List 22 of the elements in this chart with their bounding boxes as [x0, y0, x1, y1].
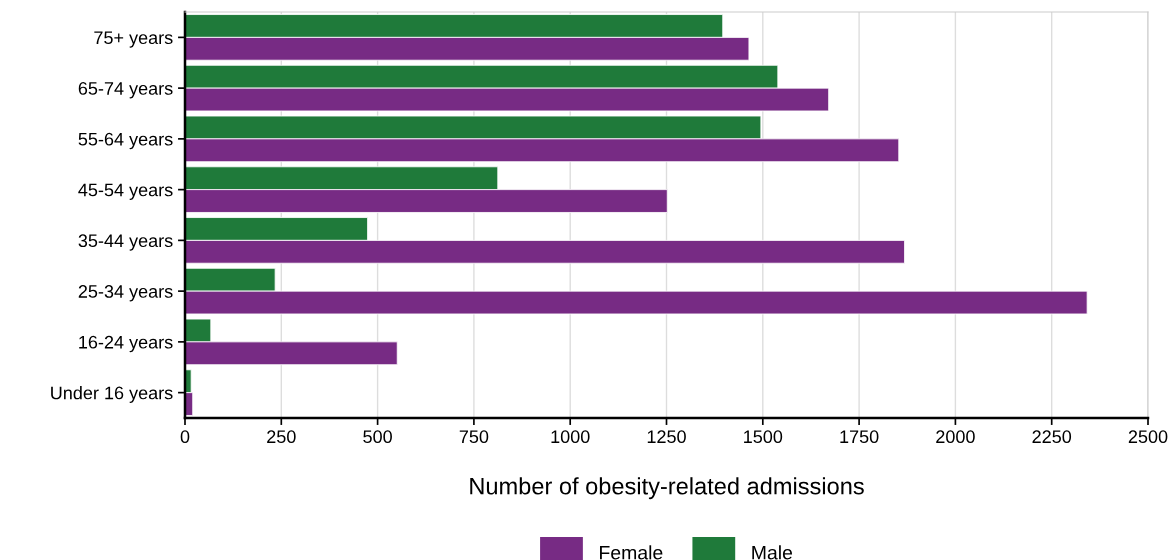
y-tick-label: 35-44 years	[78, 234, 173, 251]
x-tick-label: 250	[267, 430, 296, 444]
x-tick-label: 1000	[551, 430, 590, 444]
x-tick-label: 1250	[647, 430, 686, 444]
y-tick-label: 25-34 years	[78, 285, 173, 302]
x-tick-label: 750	[459, 430, 489, 444]
x-tick-label: 2500	[1128, 430, 1168, 444]
legend-label: Male	[752, 545, 793, 560]
x-tick-label: 2000	[936, 430, 975, 444]
y-tick-label: 55-64 years	[78, 132, 173, 150]
y-tick-label: 16-24 years	[79, 335, 173, 353]
y-tick-label: 45-54 years	[78, 183, 173, 200]
x-tick-label: 1500	[744, 430, 783, 444]
x-tick-label: 0	[180, 430, 190, 444]
x-axis-title: Number of obesity-related admissions	[470, 477, 864, 500]
x-tick-label: 500	[363, 430, 392, 444]
y-tick-label: Under 16 years	[51, 386, 173, 403]
x-tick-label: 1750	[840, 430, 879, 444]
legend-label: Female	[600, 545, 663, 560]
y-tick-label: 75+ years	[94, 31, 173, 48]
x-tick-label: 2250	[1032, 430, 1072, 444]
y-tick-label: 65-74 years	[78, 82, 173, 99]
